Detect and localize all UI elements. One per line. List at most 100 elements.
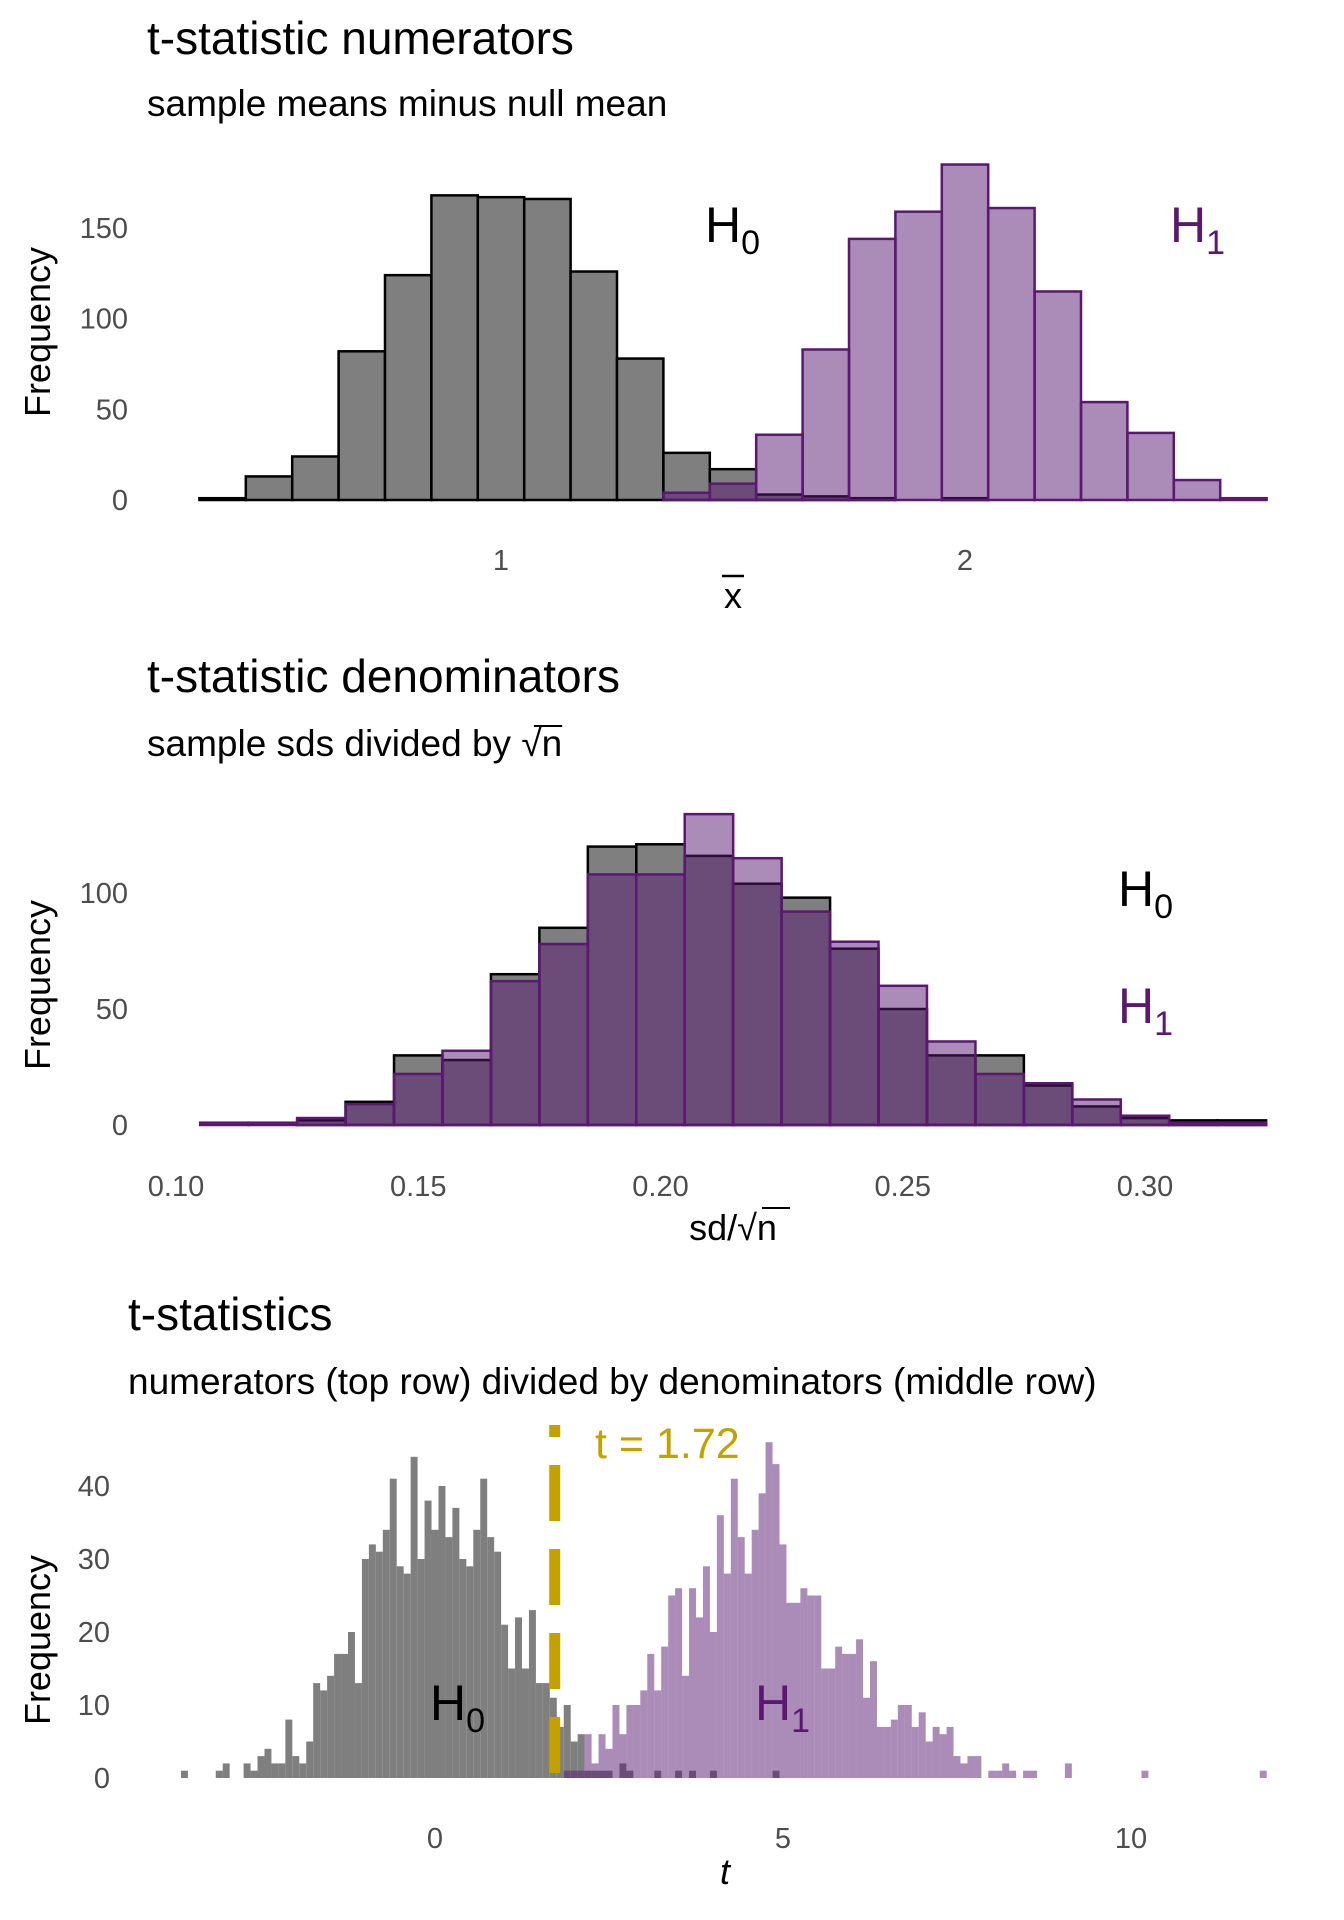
h1-bar [849, 1653, 857, 1778]
h0-bar [264, 1748, 272, 1778]
h0-bar [570, 1741, 578, 1778]
h1-bar [586, 873, 638, 1127]
h0-bar [354, 1683, 362, 1778]
h1-bar [814, 1595, 822, 1778]
h0-bar [438, 1486, 446, 1778]
h1-bar [538, 942, 590, 1127]
h0-bar [410, 1456, 418, 1778]
h1-bar [828, 940, 880, 1127]
h1-bar [940, 163, 990, 502]
h0-bar [494, 1551, 502, 1778]
h1-bar [974, 1072, 1026, 1127]
h0-bar [292, 1756, 300, 1778]
x-tick-label: 2 [957, 545, 973, 577]
panel-2-ylabel: Frequency [17, 900, 58, 1070]
panel-2-title: t-statistic denominators [147, 650, 620, 702]
h0-bar [403, 1573, 411, 1778]
h1-bar [918, 1712, 926, 1778]
y-tick-label: 50 [96, 394, 128, 426]
h0-bar [250, 1770, 258, 1778]
h0-bar [466, 1566, 474, 1778]
x-tick-label: 10 [1115, 1823, 1147, 1855]
h1-bar [847, 237, 897, 502]
h1-bar [932, 1726, 940, 1778]
h0-bar [348, 1632, 355, 1778]
h1-bar [800, 1588, 808, 1778]
h0-bar [508, 1668, 516, 1778]
x-tick-label: 0.10 [148, 1171, 204, 1203]
h1-bar [877, 984, 929, 1127]
x-tick-label: 0.25 [875, 1171, 931, 1203]
h0-bar [198, 496, 248, 502]
h1-bar [1119, 1114, 1171, 1127]
h1-bar [925, 1040, 977, 1127]
h1-bar [876, 1726, 884, 1778]
h0-bar [556, 1726, 564, 1778]
h0-label: H0 [430, 1675, 485, 1740]
h1-bar [696, 1617, 703, 1778]
h1-bar [1022, 1081, 1074, 1127]
h0-bar [180, 1770, 188, 1778]
h0-bar [257, 1756, 265, 1778]
h1-bar [1071, 1098, 1123, 1127]
h1-bar [563, 1770, 571, 1778]
h1-bar [904, 1705, 912, 1778]
h0-bar [569, 270, 619, 502]
h1-bar [626, 1705, 634, 1778]
y-tick-label: 100 [80, 304, 128, 336]
h1-bar [662, 491, 712, 502]
h0-bar [368, 1544, 376, 1778]
h1-bar [894, 210, 944, 502]
h1-bar [953, 1756, 961, 1778]
h1-bar [198, 1121, 250, 1127]
y-tick-label: 150 [80, 213, 128, 245]
h1-bar [1023, 1770, 1031, 1778]
h1-bar [577, 1770, 585, 1778]
h0-bar [271, 1763, 279, 1778]
panel-2-xlabel: sd/√n [689, 1207, 777, 1248]
panel-1-subtitle: sample means minus null mean [147, 83, 667, 124]
h1-bar [605, 1748, 613, 1778]
h0-bar [222, 1763, 230, 1778]
panel-1-title: t-statistic numerators [147, 12, 574, 64]
h1-bar [786, 1602, 794, 1778]
critical-value-label: t = 1.72 [595, 1420, 740, 1468]
h0-bar [522, 197, 572, 502]
panel-3-subtitle: numerators (top row) divided by denomina… [128, 1361, 1097, 1402]
y-tick-label: 100 [80, 878, 128, 910]
h1-bar [807, 1595, 815, 1778]
y-tick-label: 0 [112, 1110, 128, 1142]
h0-bar [290, 455, 340, 502]
h0-bar [285, 1719, 293, 1778]
h1-bar [890, 1719, 898, 1778]
h1-bar [986, 206, 1036, 502]
h1-bar [1167, 1121, 1219, 1127]
h1-bar [668, 1595, 676, 1778]
panel-t-statistics: t-statistics numerators (top row) divide… [17, 1288, 1267, 1892]
h0-bar [313, 1683, 321, 1778]
h1-bar [939, 1734, 947, 1778]
x-tick-label: 0.20 [632, 1171, 688, 1203]
h1-bar [780, 910, 832, 1127]
h1-bar [995, 1770, 1003, 1778]
h1-bar [911, 1726, 919, 1778]
h1-histogram [563, 1442, 1267, 1778]
h0-bar [473, 1529, 481, 1778]
h0-bar [476, 195, 526, 502]
y-tick-label: 20 [78, 1617, 110, 1649]
h1-bar [647, 1653, 655, 1778]
h0-label: H0 [705, 197, 760, 262]
panel-2-subtitle: sample sds divided by √n [147, 723, 562, 764]
h1-bar [675, 1588, 683, 1778]
h1-bar [1079, 400, 1129, 502]
h0-bar [334, 1653, 342, 1778]
h1-bar [1218, 496, 1268, 502]
y-tick-label: 0 [94, 1763, 110, 1795]
h1-bar [247, 1121, 299, 1127]
h1-bar [702, 1566, 710, 1778]
h1-bar [1259, 1770, 1267, 1778]
h1-bar [1172, 478, 1222, 502]
h0-bar [487, 1537, 495, 1778]
h1-bar [870, 1661, 877, 1778]
h1-bar [344, 1102, 396, 1127]
